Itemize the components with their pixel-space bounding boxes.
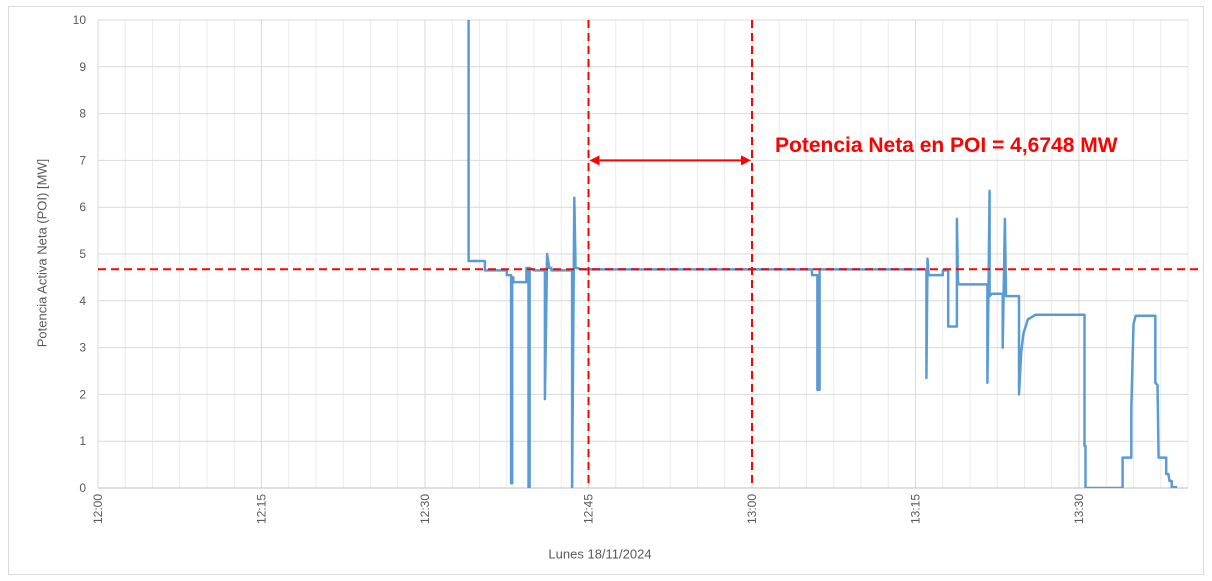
y-tick-label: 3 xyxy=(79,341,86,355)
y-tick-label: 7 xyxy=(79,153,86,167)
y-tick-label: 10 xyxy=(73,13,87,27)
y-tick-label: 6 xyxy=(79,200,86,214)
interval-arrow-head-left xyxy=(589,155,600,166)
y-tick-label: 5 xyxy=(79,247,86,261)
y-tick-label: 0 xyxy=(79,481,86,495)
data-series-line xyxy=(467,20,1178,488)
chart-area-border xyxy=(8,6,1204,575)
net-power-annotation: Potencia Neta en POI = 4,6748 MW xyxy=(775,134,1118,157)
y-tick-label: 8 xyxy=(79,107,86,121)
x-tick-label: 13:30 xyxy=(1072,494,1086,524)
x-tick-label: 12:00 xyxy=(91,494,105,524)
y-tick-label: 4 xyxy=(79,294,86,308)
y-tick-label: 1 xyxy=(79,434,86,448)
x-tick-label: 12:15 xyxy=(255,494,269,524)
x-tick-label: 13:00 xyxy=(745,494,759,524)
interval-arrow-head-right xyxy=(741,155,751,166)
y-tick-label: 2 xyxy=(79,387,86,401)
x-axis-label: Lunes 18/11/2024 xyxy=(548,546,652,562)
x-tick-label: 13:15 xyxy=(909,494,923,524)
x-tick-label: 12:45 xyxy=(582,494,596,524)
y-tick-label: 9 xyxy=(79,60,86,74)
y-axis-label: Potencia Activa Neta (POI) [MW] xyxy=(34,158,50,348)
x-tick-label: 12:30 xyxy=(418,494,432,524)
